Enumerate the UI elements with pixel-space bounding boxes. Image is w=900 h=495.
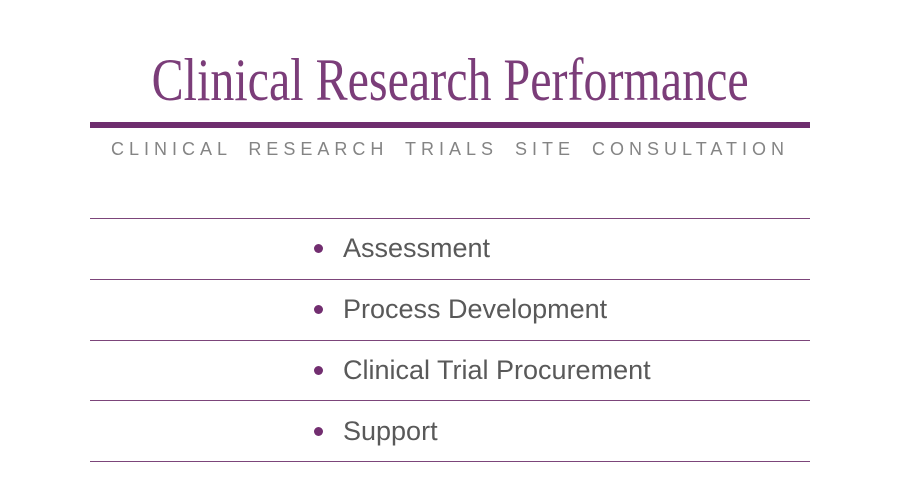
page-subtitle: CLINICAL RESEARCH TRIALS SITE CONSULTATI… — [110, 139, 790, 159]
bullet-icon — [314, 305, 323, 315]
list-item: Assessment — [90, 218, 810, 279]
bullet-list: Assessment Process Development Clinical … — [90, 218, 810, 463]
title-underline-rule — [90, 122, 810, 128]
page-title: Clinical Research Performance — [151, 47, 749, 113]
bullet-icon — [314, 365, 323, 375]
list-item: Process Development — [90, 278, 810, 340]
bullet-icon — [314, 244, 323, 254]
list-item-label: Clinical Trial Procurement — [343, 354, 651, 385]
list-item-label: Assessment — [343, 233, 491, 264]
list-item-label: Process Development — [343, 294, 608, 325]
list-item: Support — [90, 400, 810, 463]
list-item-label: Support — [343, 415, 438, 446]
bullet-icon — [314, 426, 323, 436]
list-item: Clinical Trial Procurement — [90, 339, 810, 401]
title-container: Clinical Research Performance — [0, 49, 900, 111]
